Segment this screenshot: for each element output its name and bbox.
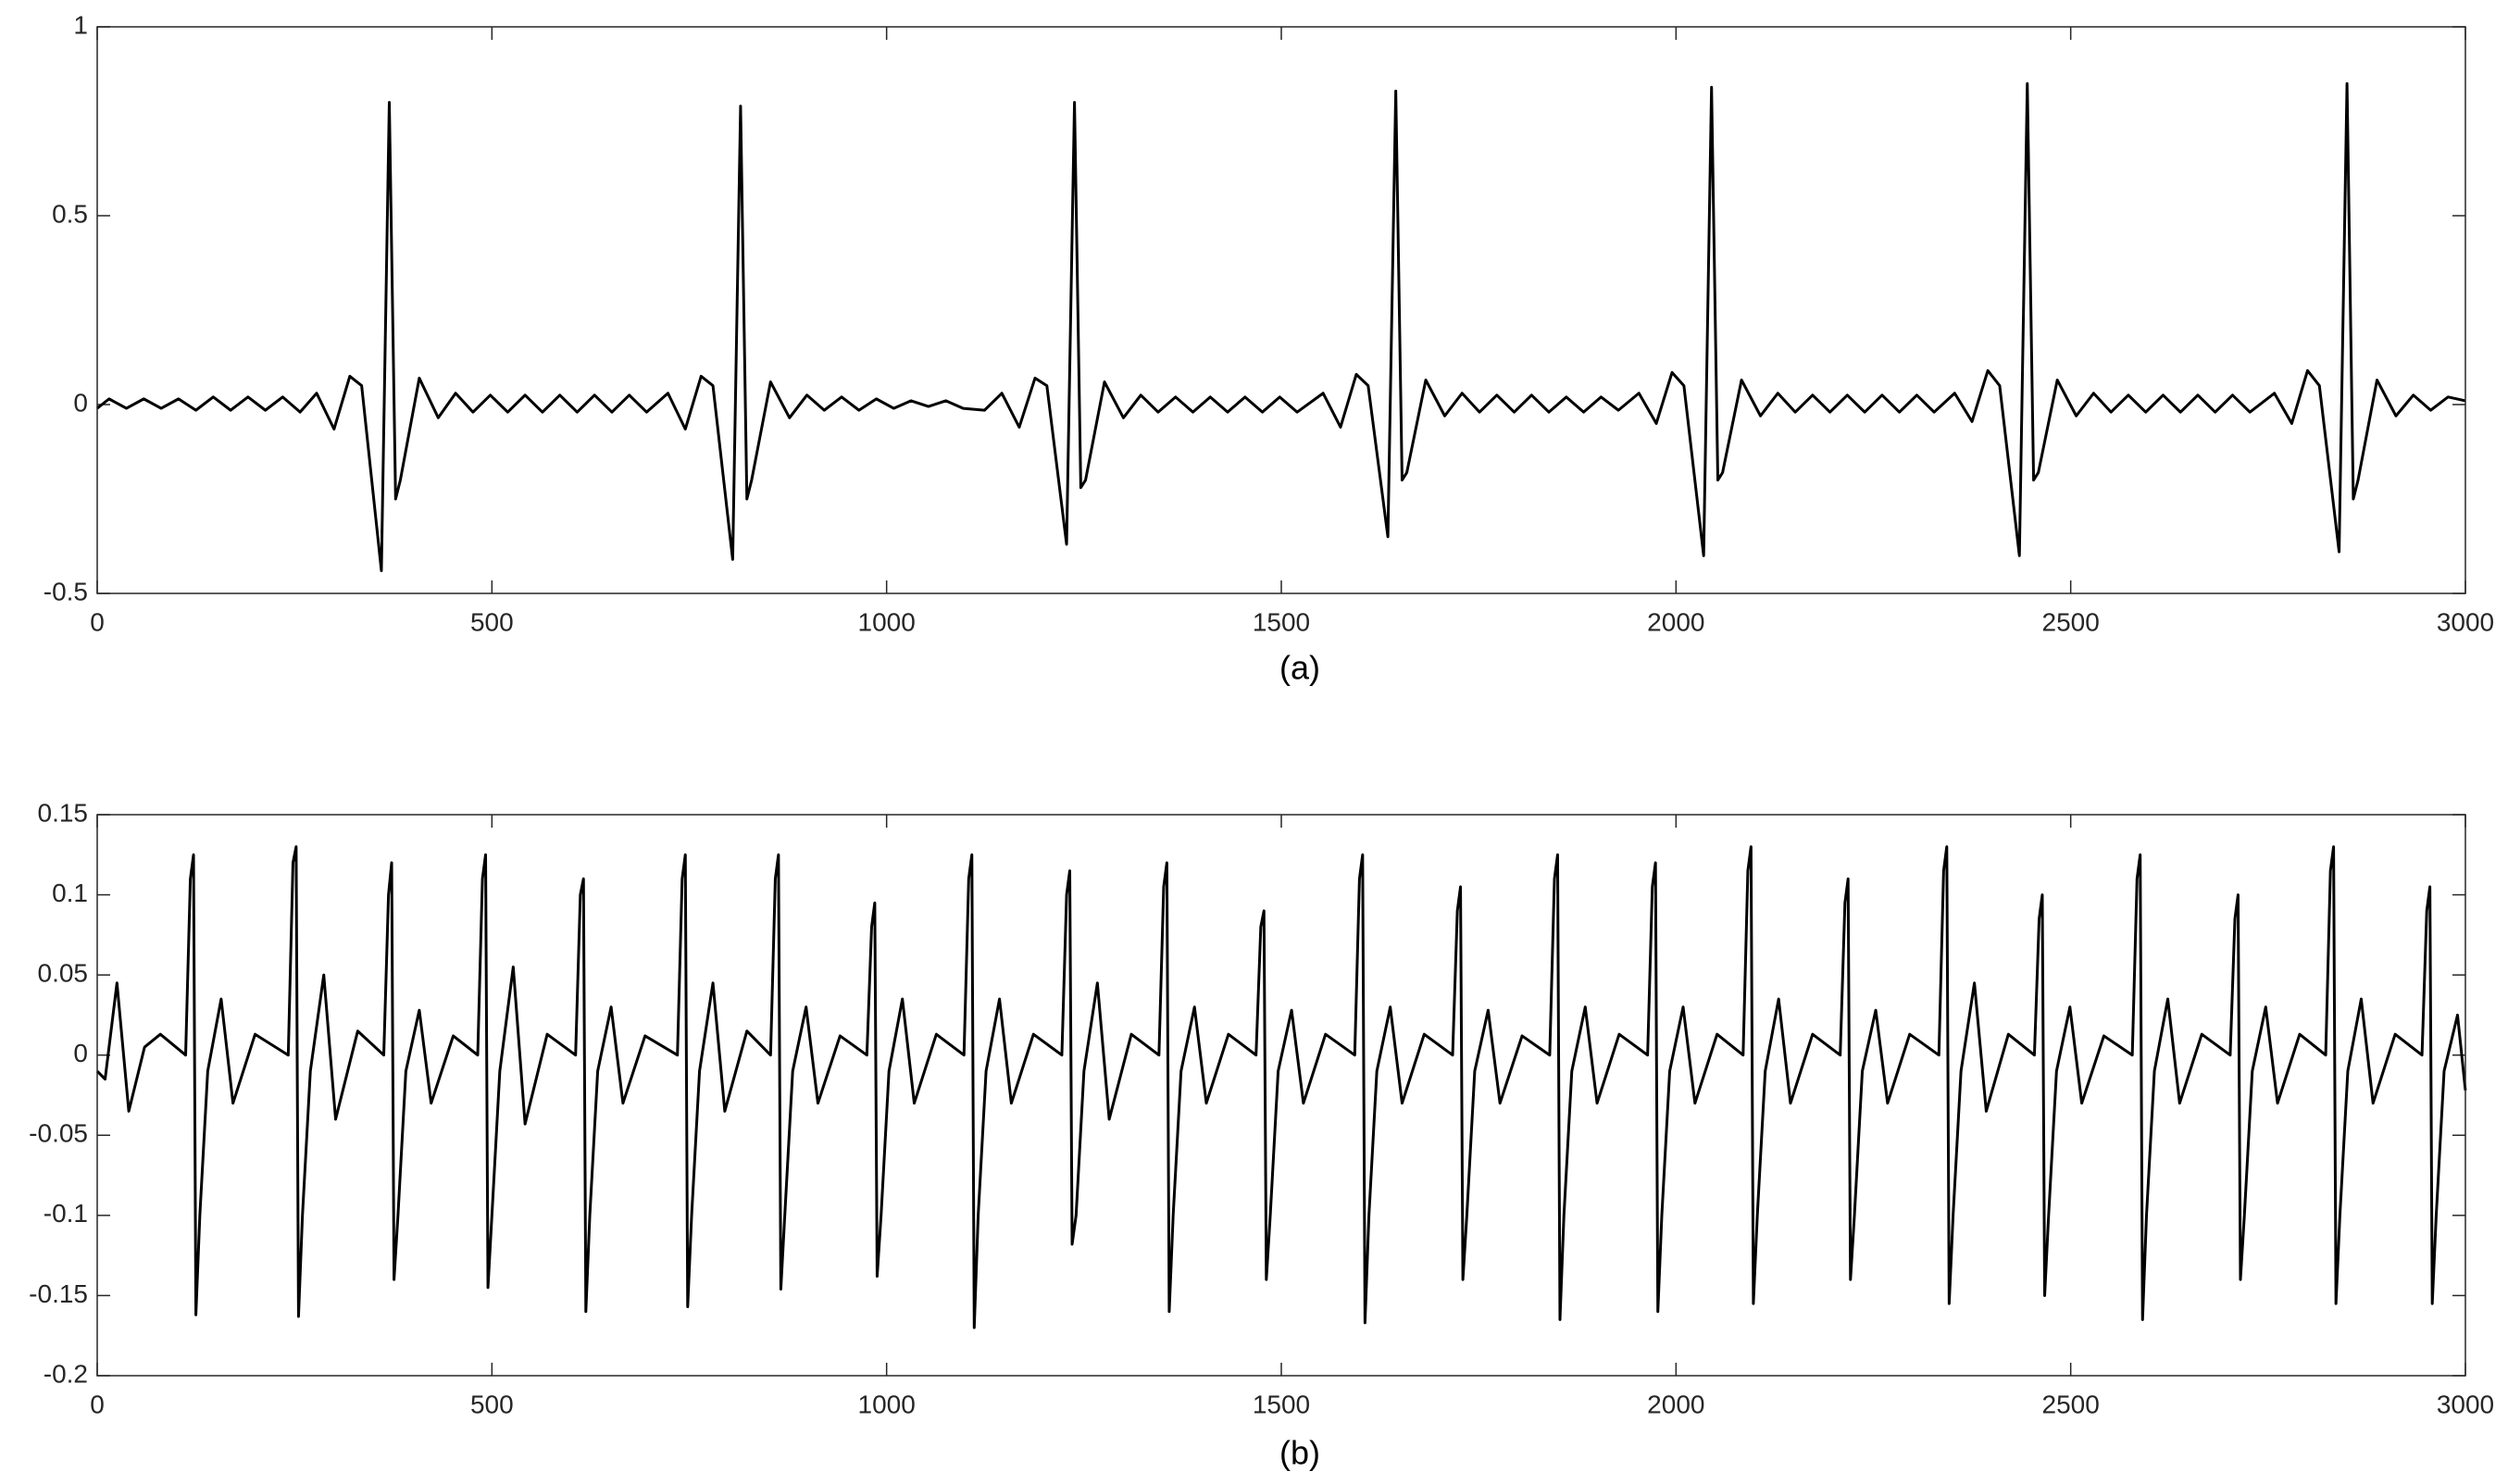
x-tick-label: 500: [470, 1390, 514, 1418]
x-tick-label: 0: [90, 1390, 105, 1418]
x-tick-label: 1500: [1253, 1390, 1310, 1418]
x-tick-label: 1000: [858, 1390, 916, 1418]
y-tick-label: 0: [73, 1039, 88, 1067]
y-tick-label: 0.15: [38, 798, 89, 827]
x-tick-label: 1500: [1253, 607, 1310, 636]
plot-area: [97, 815, 2465, 1376]
y-tick-label: 0.5: [52, 199, 88, 228]
y-tick-label: 1: [73, 10, 88, 39]
signal-line: [96, 81, 2466, 573]
y-tick-label: 0.05: [38, 959, 89, 988]
x-tick-label: 2000: [1647, 1390, 1704, 1418]
axes-frame: [96, 26, 2466, 594]
y-tick-label: -0.15: [29, 1279, 88, 1308]
axes-frame: [96, 814, 2466, 1377]
y-tick-label: -0.1: [44, 1199, 88, 1228]
x-tick-label: 2000: [1647, 607, 1704, 636]
subplot-caption: (b): [1279, 1434, 1320, 1472]
x-tick-label: 500: [470, 607, 514, 636]
y-tick-label: 0: [73, 388, 88, 417]
x-tick-label: 0: [90, 607, 105, 636]
x-tick-label: 3000: [2437, 607, 2494, 636]
y-tick-label: -0.5: [44, 577, 88, 605]
plot-area: [97, 27, 2465, 593]
x-tick-label: 3000: [2437, 1390, 2494, 1418]
x-tick-label: 2500: [2042, 607, 2100, 636]
x-tick-label: 2500: [2042, 1390, 2100, 1418]
y-tick-label: -0.2: [44, 1359, 88, 1388]
y-tick-label: 0.1: [52, 879, 88, 907]
signal-line: [95, 845, 2467, 1329]
subplot-caption: (a): [1279, 649, 1320, 687]
x-tick-label: 1000: [858, 607, 916, 636]
y-tick-label: -0.05: [29, 1119, 88, 1148]
